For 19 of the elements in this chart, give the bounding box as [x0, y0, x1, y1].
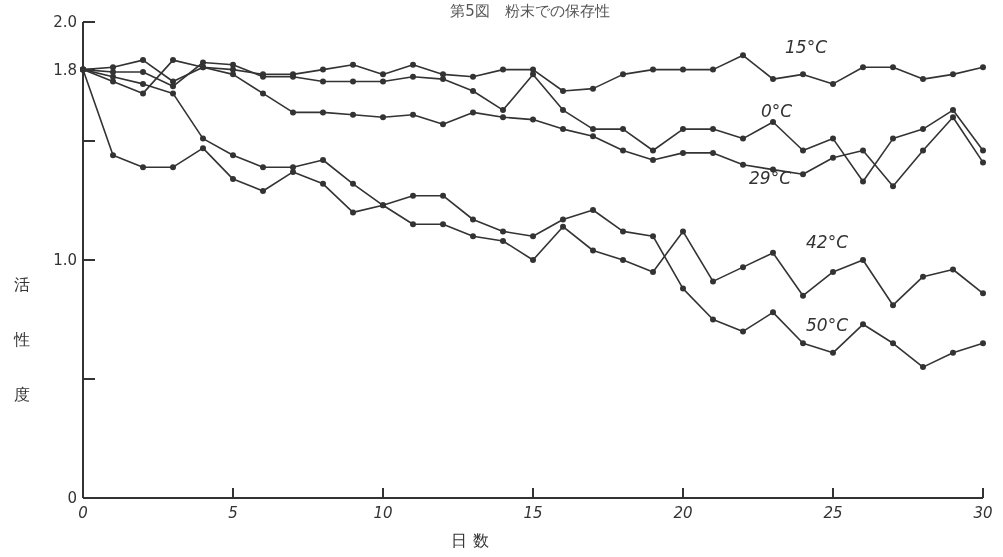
text: 活性度 — [14, 275, 30, 404]
series-label: 15°C — [785, 36, 828, 57]
y-tick-label: 2.0 — [53, 13, 77, 31]
series-label: 0°C — [761, 101, 793, 122]
x-tick-label: 0 — [78, 504, 88, 522]
x-tick-label: 10 — [373, 504, 393, 522]
x-tick-label: 5 — [228, 504, 238, 522]
x-axis-title: 日 数 — [451, 531, 489, 550]
series-label: 29°C — [749, 167, 792, 188]
x-tick-label: 25 — [823, 504, 843, 522]
chart-title: 第5図 粉末での保存性 — [450, 2, 610, 20]
y-tick-label: 1.0 — [53, 251, 77, 269]
x-tick-label: 30 — [973, 504, 993, 522]
x-tick-label: 20 — [673, 504, 693, 522]
series-label: 50°C — [806, 315, 849, 336]
y-tick-label: 0 — [67, 489, 77, 507]
x-tick-label: 15 — [523, 504, 543, 522]
series-label: 42°C — [806, 232, 849, 253]
y-tick-label: 1.8 — [53, 60, 77, 79]
